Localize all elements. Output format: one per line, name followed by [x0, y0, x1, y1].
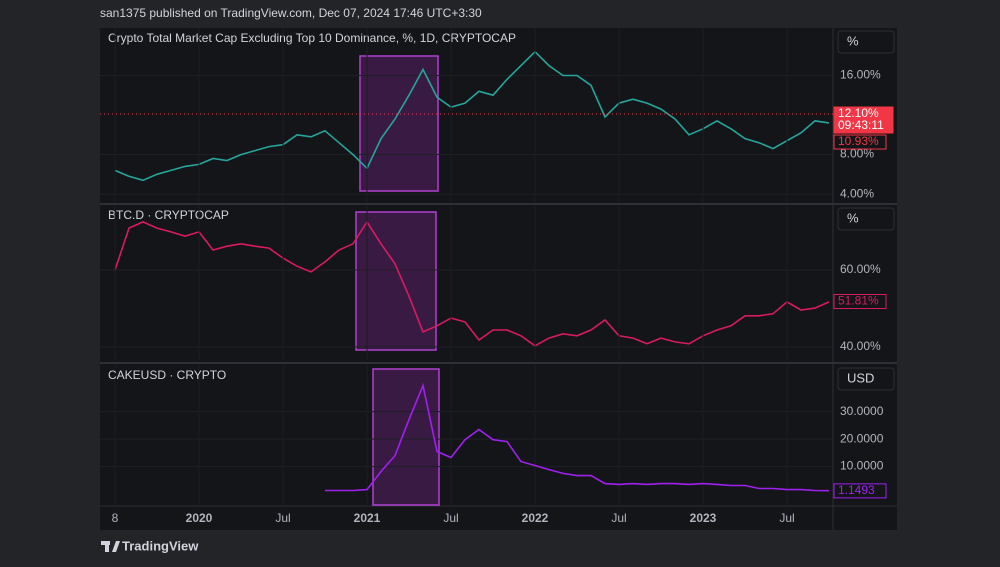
price-label-box — [833, 134, 887, 150]
y-tick-label: 40.00% — [840, 339, 881, 353]
y-tick-label: 30.0000 — [840, 404, 884, 418]
pane-title: BTC.D · CRYPTOCAP — [108, 208, 229, 222]
x-tick-label: 2023 — [690, 511, 717, 525]
price-countdown: 09:43:11 — [838, 118, 884, 132]
price-label: 10.93% — [838, 134, 879, 148]
price-line — [114, 220, 830, 347]
y-tick-label: 8.00% — [840, 147, 874, 161]
scale-unit: USD — [847, 370, 874, 385]
publish-header: san1375 published on TradingView.com, De… — [100, 6, 482, 20]
price-line — [325, 382, 830, 492]
scale-button — [837, 30, 895, 54]
pane-title: CAKEUSD · CRYPTO — [108, 368, 226, 382]
pane-title: Crypto Total Market Cap Excluding Top 10… — [108, 31, 516, 45]
price-label: 51.81% — [838, 294, 879, 308]
x-tick-label: 2021 — [354, 511, 381, 525]
highlight-box — [359, 55, 439, 192]
price-label: 12.10% — [838, 106, 879, 120]
footer-brand: TradingView — [122, 538, 199, 553]
x-tick-label: 2020 — [186, 511, 213, 525]
x-tick-label: Jul — [611, 511, 626, 525]
tradingview-logo — [101, 541, 120, 552]
scale-unit: % — [847, 210, 859, 225]
highlight-box — [355, 211, 437, 351]
x-tick-label: Jul — [443, 511, 458, 525]
scale-unit: % — [847, 33, 859, 48]
price-label-box — [833, 294, 887, 309]
x-tick-label: 2022 — [522, 511, 549, 525]
y-tick-label: 10.0000 — [840, 459, 884, 473]
highlight-box — [372, 368, 440, 506]
price-line — [114, 50, 830, 182]
y-tick-label: 20.0000 — [840, 431, 884, 445]
x-tick-label: 8 — [112, 511, 119, 525]
scale-button — [837, 207, 895, 231]
price-label-box — [833, 106, 894, 134]
y-tick-label: 60.00% — [840, 262, 881, 276]
price-label-box — [833, 483, 887, 499]
x-tick-label: Jul — [275, 511, 290, 525]
y-tick-label: 4.00% — [840, 186, 874, 200]
x-tick-label: Jul — [779, 511, 794, 525]
y-tick-label: 16.00% — [840, 68, 881, 82]
price-label: 1.1493 — [838, 483, 875, 497]
chart-panel — [100, 28, 897, 530]
scale-button — [837, 367, 895, 391]
